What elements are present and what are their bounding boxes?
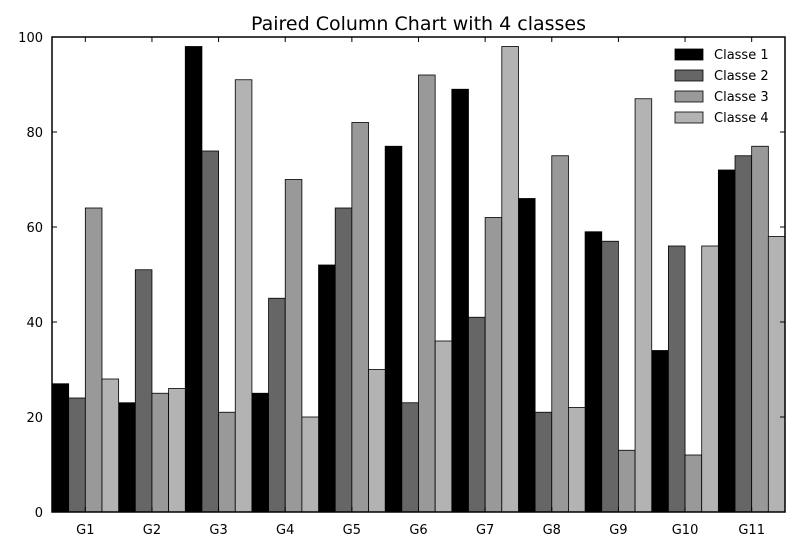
bar-g10-series-2 [667,245,686,513]
bar-g6-series-4 [434,340,453,513]
bar-g8-series-1 [518,198,536,513]
bar-g1-series-3 [84,207,103,513]
bar-g7-series-4 [501,46,519,513]
bar-g7-series-2 [468,316,486,513]
bar-g2-series-1 [118,402,136,513]
legend-swatch-series-3 [674,90,704,103]
bar-g7-series-1 [451,88,469,513]
x-tick-label: G8 [543,523,561,538]
bar-g8-series-3 [551,155,569,513]
y-tick-label: 0 [35,506,43,521]
legend-swatch-series-1 [674,48,704,61]
y-tick-label: 80 [26,126,43,141]
bar-g5-series-2 [334,207,353,513]
bar-g8-series-2 [534,411,553,513]
bar-g4-series-1 [251,392,269,513]
bar-g11-series-4 [767,236,786,513]
bar-g2-series-2 [134,269,153,513]
legend-swatch-series-2 [674,69,704,82]
bar-g4-series-4 [301,416,319,513]
y-tick-label: 40 [26,316,43,331]
bar-g3-series-2 [201,150,219,513]
y-tick-label: 20 [26,411,43,426]
bar-g2-series-3 [151,392,170,513]
legend-label-series-2: Classe 2 [714,69,769,84]
y-tick-label: 100 [18,31,43,46]
bar-g3-series-4 [234,79,253,513]
x-tick-label: G11 [738,523,765,538]
x-tick-label: G1 [76,523,94,538]
bar-g8-series-4 [568,407,586,513]
bars [51,46,786,513]
bar-g11-series-2 [734,155,753,513]
bar-g6-series-1 [384,145,403,513]
bar-g9-series-1 [584,231,603,513]
bar-g1-series-1 [51,383,70,513]
bar-g3-series-1 [184,46,203,513]
legend-swatch-series-4 [674,111,704,124]
bar-g4-series-3 [284,179,303,513]
bar-g5-series-1 [318,264,336,513]
y-tick-label: 60 [26,221,43,236]
bar-g3-series-3 [218,411,236,513]
bar-g9-series-3 [618,449,636,513]
x-tick-label: G4 [276,523,294,538]
bar-g10-series-3 [684,454,703,513]
axes: 0 20 40 60 80 100 G1 G2 G3 G4 G5 G6 G7 G8 G9 G10 G11 [18,31,785,538]
legend: Classe 1 Classe 2 Classe 3 Classe 4 [674,48,769,126]
bar-g5-series-3 [351,122,369,513]
legend-label-series-3: Classe 3 [714,90,769,105]
legend-label-series-4: Classe 4 [714,111,769,126]
bar-g11-series-3 [751,145,769,513]
x-tick-label: G2 [143,523,161,538]
chart-title: Paired Column Chart with 4 classes [251,13,586,35]
x-tick-label: G9 [609,523,627,538]
x-tick-label: G5 [343,523,361,538]
bar-g11-series-1 [717,169,736,513]
bar-g9-series-4 [634,98,653,513]
x-tick-label: G10 [672,523,699,538]
x-tick-label: G6 [409,523,427,538]
bar-g1-series-2 [68,397,86,513]
bar-g9-series-2 [601,240,619,513]
bar-g1-series-4 [101,378,120,513]
bar-g2-series-4 [168,388,186,513]
bar-g5-series-4 [368,369,386,513]
x-tick-label: G3 [209,523,227,538]
bar-g6-series-3 [418,74,436,513]
legend-label-series-1: Classe 1 [714,48,769,63]
bar-g10-series-4 [701,245,719,513]
bar-g6-series-2 [401,402,419,513]
bar-g4-series-2 [268,297,286,513]
bar-g7-series-3 [484,217,503,513]
bar-g10-series-1 [651,350,669,513]
x-tick-label: G7 [476,523,494,538]
